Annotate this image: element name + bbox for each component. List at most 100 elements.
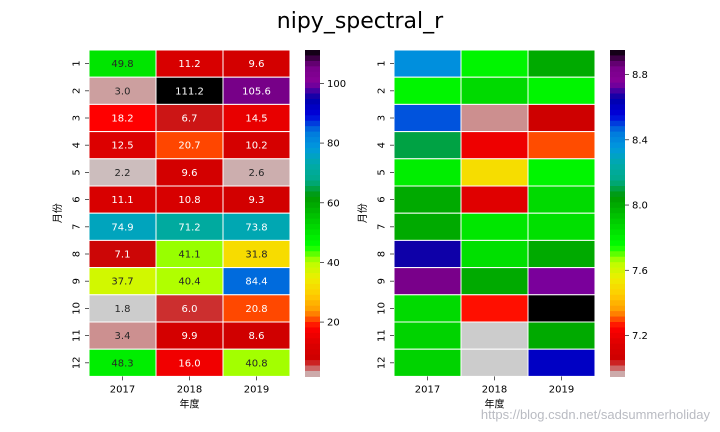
cell-label: 2.6 bbox=[249, 168, 265, 179]
heatmap-cell bbox=[460, 348, 529, 377]
heatmap-cell bbox=[527, 76, 596, 105]
heatmap-cell bbox=[155, 239, 224, 269]
colorbar-segment bbox=[305, 50, 320, 57]
colorbar-segment bbox=[305, 142, 320, 149]
heatmap-cell bbox=[222, 212, 291, 241]
colorbar-segment bbox=[305, 343, 320, 350]
y-tick-label: 8 bbox=[72, 251, 83, 257]
heatmap-cell bbox=[460, 185, 529, 214]
colorbar-segment bbox=[610, 245, 625, 252]
cell-label: 14.5 bbox=[245, 114, 267, 125]
heatmap-cell bbox=[460, 49, 529, 78]
cell-label: 12.5 bbox=[111, 141, 133, 152]
heatmap-cell bbox=[222, 348, 291, 377]
colorbar-segment bbox=[305, 88, 320, 95]
y-tick-label: 6 bbox=[377, 196, 388, 202]
colorbar-segment bbox=[610, 158, 625, 165]
cell-label: 31.8 bbox=[245, 250, 267, 261]
y-tick-label: 1 bbox=[377, 60, 388, 66]
colorbar-segment bbox=[610, 147, 625, 154]
y-tick-label: 2 bbox=[377, 88, 388, 94]
heatmap-cell bbox=[88, 131, 157, 160]
y-tick-label: 1 bbox=[72, 60, 83, 66]
y-tick-label: 6 bbox=[72, 196, 83, 202]
cell-label: 6.0 bbox=[182, 304, 198, 315]
colorbar-segment bbox=[610, 196, 625, 203]
colorbar-segment bbox=[305, 98, 320, 105]
cell-label: 40.4 bbox=[178, 277, 200, 288]
y-tick-label: 11 bbox=[72, 329, 83, 342]
x-axis-label: 年度 bbox=[180, 397, 200, 410]
colorbar-segment bbox=[610, 343, 625, 350]
heatmap-cell bbox=[155, 212, 224, 241]
colorbar-segment bbox=[305, 267, 320, 274]
heatmap-cell bbox=[460, 158, 529, 187]
cell-label: 49.8 bbox=[111, 59, 133, 70]
colorbar-segment bbox=[610, 207, 625, 214]
y-tick-label: 9 bbox=[377, 278, 388, 284]
colorbar-segment bbox=[610, 267, 625, 274]
colorbar-segment bbox=[610, 93, 625, 100]
colorbar-segment bbox=[305, 55, 320, 62]
heatmap-cell bbox=[527, 158, 596, 187]
x-tick-label: 2018 bbox=[482, 384, 507, 395]
colorbar-segment bbox=[610, 278, 625, 285]
colorbar-segment bbox=[610, 360, 625, 367]
colorbar-segment bbox=[610, 262, 625, 269]
colorbar-segment bbox=[305, 109, 320, 116]
cell-label: 40.8 bbox=[245, 358, 267, 369]
x-tick-label: 2019 bbox=[244, 384, 269, 395]
colorbar-segment bbox=[305, 180, 320, 187]
y-tick-label: 8 bbox=[377, 251, 388, 257]
colorbar-segment bbox=[305, 349, 320, 356]
heatmap-cell bbox=[88, 212, 157, 241]
colorbar-segment bbox=[610, 202, 625, 209]
colorbar-segment bbox=[610, 164, 625, 171]
cell-label: 48.3 bbox=[111, 358, 133, 369]
cell-label: 73.8 bbox=[245, 222, 267, 233]
colorbar-segment bbox=[610, 175, 625, 182]
colorbar-segment bbox=[305, 218, 320, 225]
cell-label: 2.2 bbox=[115, 168, 131, 179]
heatmap-cell bbox=[222, 76, 291, 105]
colorbar-segment bbox=[305, 245, 320, 252]
heatmap-cell bbox=[393, 239, 462, 269]
colorbar-segment bbox=[610, 88, 625, 95]
heatmap-cell bbox=[393, 321, 462, 350]
colorbar-tick-label: 8.0 bbox=[632, 201, 648, 212]
colorbar-segment bbox=[610, 71, 625, 78]
y-tick-label: 5 bbox=[377, 169, 388, 175]
heatmap-cell bbox=[527, 239, 596, 269]
cell-label: 37.7 bbox=[111, 277, 133, 288]
heatmap-cell bbox=[393, 49, 462, 78]
colorbar-segment bbox=[610, 60, 625, 67]
colorbar-segment bbox=[305, 283, 320, 290]
colorbar-segment bbox=[610, 131, 625, 138]
colorbar-segment bbox=[610, 256, 625, 263]
colorbar-segment bbox=[305, 240, 320, 247]
colorbar-segment bbox=[305, 213, 320, 220]
heatmap-cell bbox=[155, 294, 224, 323]
colorbar-segment bbox=[610, 349, 625, 356]
colorbar-segment bbox=[610, 332, 625, 339]
colorbar-segment bbox=[610, 327, 625, 334]
heatmap-cell bbox=[155, 103, 224, 133]
y-tick-label: 7 bbox=[377, 224, 388, 230]
colorbar-segment bbox=[610, 229, 625, 236]
colorbar-tick-label: 20 bbox=[327, 318, 340, 329]
cell-label: 20.8 bbox=[245, 304, 267, 315]
colorbar-segment bbox=[610, 213, 625, 220]
colorbar-tick-label: 8.8 bbox=[632, 70, 648, 81]
colorbar-segment bbox=[610, 354, 625, 361]
y-tick-label: 2 bbox=[72, 88, 83, 94]
colorbar-segment bbox=[305, 262, 320, 269]
colorbar-segment bbox=[610, 180, 625, 187]
colorbar-segment bbox=[305, 66, 320, 73]
colorbar-segment bbox=[305, 316, 320, 323]
colorbar-segment bbox=[305, 93, 320, 100]
colorbar-segment bbox=[305, 120, 320, 127]
colorbar-segment bbox=[305, 311, 320, 318]
colorbar-segment bbox=[305, 278, 320, 285]
colorbar-segment bbox=[610, 283, 625, 290]
cell-label: 10.2 bbox=[245, 141, 267, 152]
